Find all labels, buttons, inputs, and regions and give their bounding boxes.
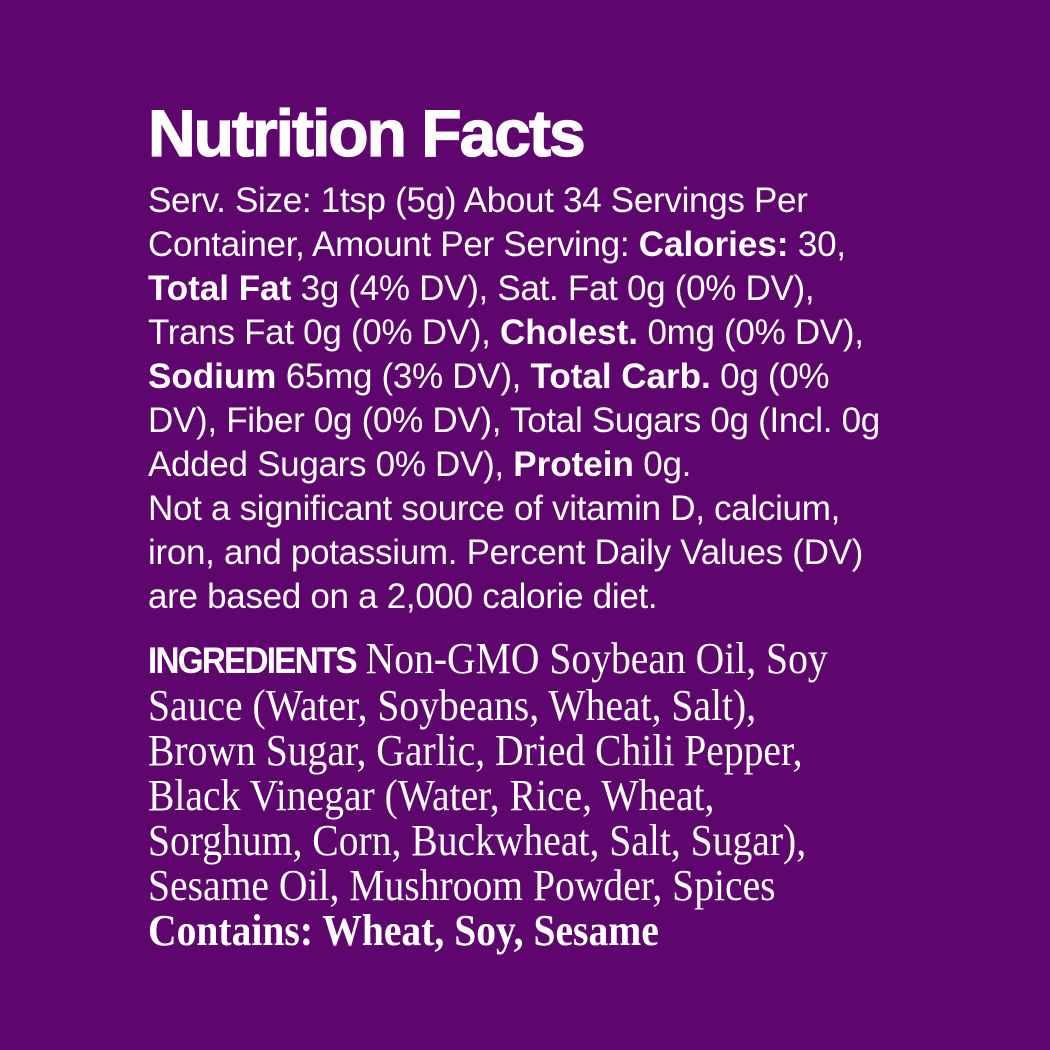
body-text: Sesame Oil, Mushroom Powder, Spices xyxy=(148,861,776,910)
body-text: 0g. xyxy=(633,445,692,484)
text-line: Trans Fat 0g (0% DV), Cholest. 0mg (0% D… xyxy=(148,311,880,355)
text-line: iron, and potassium. Percent Daily Value… xyxy=(148,531,880,575)
text-line: Not a significant source of vitamin D, c… xyxy=(148,487,880,531)
emphasized-text: Total Carb. xyxy=(530,357,711,396)
emphasized-text: Protein xyxy=(513,445,634,484)
body-text: Brown Sugar, Garlic, Dried Chili Pepper, xyxy=(148,726,803,775)
ingredients-heading: INGREDIENTS xyxy=(148,640,358,681)
body-text: 65mg (3% DV), xyxy=(276,357,531,396)
body-text: iron, and potassium. Percent Daily Value… xyxy=(148,533,864,572)
body-text: Sauce (Water, Soybeans, Wheat, Salt), xyxy=(148,681,757,730)
body-text: 30, xyxy=(788,225,846,264)
body-text: are based on a 2,000 calorie diet. xyxy=(148,577,658,616)
text-line: Serv. Size: 1tsp (5g) About 34 Servings … xyxy=(148,179,880,223)
nutrition-facts-title: Nutrition Facts xyxy=(147,96,586,170)
text-line: Black Vinegar (Water, Rice, Wheat, xyxy=(148,773,828,818)
body-text: Not a significant source of vitamin D, c… xyxy=(148,489,841,528)
body-text: Black Vinegar (Water, Rice, Wheat, xyxy=(148,771,715,820)
text-line: Sodium 65mg (3% DV), Total Carb. 0g (0% xyxy=(148,355,880,399)
nutrition-summary: Serv. Size: 1tsp (5g) About 34 Servings … xyxy=(148,179,880,619)
ingredients-section: INGREDIENTS Non-GMO Soybean Oil, Soy Sauc… xyxy=(148,636,828,953)
text-line: INGREDIENTS Non-GMO Soybean Oil, Soy xyxy=(148,636,828,683)
body-text: Trans Fat 0g (0% DV), xyxy=(148,313,500,352)
text-line: Sauce (Water, Soybeans, Wheat, Salt), xyxy=(148,683,828,728)
emphasized-text: Cholest. xyxy=(499,313,639,352)
body-text: 0mg (0% DV), xyxy=(638,313,864,352)
text-line: Sorghum, Corn, Buckwheat, Salt, Sugar), xyxy=(148,818,828,863)
text-line: Container, Amount Per Serving: Calories:… xyxy=(148,223,880,267)
emphasized-text: Total Fat xyxy=(148,269,292,308)
body-text: Non-GMO Soybean Oil, Soy xyxy=(355,634,828,683)
body-text: Added Sugars 0% DV), xyxy=(148,445,514,484)
text-line: are based on a 2,000 calorie diet. xyxy=(148,575,880,619)
text-line: Contains: Wheat, Soy, Sesame xyxy=(148,908,828,953)
emphasized-text: Contains: Wheat, Soy, Sesame xyxy=(148,906,659,955)
text-line: Added Sugars 0% DV), Protein 0g. xyxy=(148,443,880,487)
body-text: Container, Amount Per Serving: xyxy=(148,225,639,264)
body-text: 0g (0% xyxy=(710,357,830,396)
text-line: Sesame Oil, Mushroom Powder, Spices xyxy=(148,863,828,908)
body-text: DV), Fiber 0g (0% DV), Total Sugars 0g (… xyxy=(148,401,880,440)
emphasized-text: Calories: xyxy=(638,225,789,264)
text-line: Total Fat 3g (4% DV), Sat. Fat 0g (0% DV… xyxy=(148,267,880,311)
body-text: Serv. Size: 1tsp (5g) About 34 Servings … xyxy=(148,181,808,220)
body-text: Sorghum, Corn, Buckwheat, Salt, Sugar), xyxy=(148,816,807,865)
text-line: Brown Sugar, Garlic, Dried Chili Pepper, xyxy=(148,728,828,773)
emphasized-text: Sodium xyxy=(148,357,277,396)
text-line: DV), Fiber 0g (0% DV), Total Sugars 0g (… xyxy=(148,399,880,443)
body-text: 3g (4% DV), Sat. Fat 0g (0% DV), xyxy=(291,269,815,308)
